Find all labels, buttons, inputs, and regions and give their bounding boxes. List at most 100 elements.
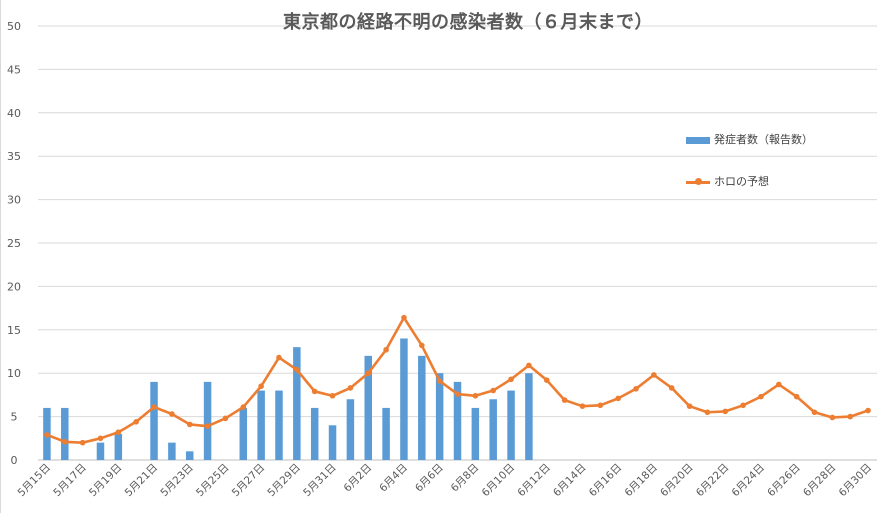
- line-series: [44, 314, 871, 446]
- y-tick-label: 15: [7, 324, 21, 337]
- line-point: [597, 402, 604, 409]
- bar: [471, 407, 480, 460]
- x-tick-label: 6月10日: [480, 462, 518, 500]
- bar: [61, 407, 69, 460]
- line-point: [169, 411, 175, 417]
- legend-bar-swatch: [686, 136, 710, 144]
- line-point: [651, 372, 657, 378]
- x-tick-label: 6月22日: [694, 462, 732, 500]
- chart-title: 東京都の経路不明の感染者数（６月末まで）: [283, 12, 653, 33]
- bar: [185, 451, 194, 460]
- bar: [364, 355, 372, 460]
- x-tick-label: 6月16日: [587, 462, 625, 500]
- bar: [418, 355, 426, 460]
- line-point: [740, 402, 746, 409]
- y-tick-label: 10: [7, 367, 21, 380]
- x-tick-label: 5月25日: [194, 462, 232, 500]
- line-point: [61, 438, 68, 445]
- x-tick-label: 6月12日: [515, 462, 553, 500]
- line-point: [722, 408, 729, 415]
- y-tick-label: 35: [7, 150, 21, 163]
- y-tick-label: 50: [7, 20, 21, 33]
- x-tick-label: 5月19日: [87, 462, 125, 500]
- line-point: [204, 423, 211, 429]
- legend-line-swatch: [686, 178, 710, 185]
- line-point: [347, 385, 354, 391]
- y-tick-label: 40: [7, 107, 21, 120]
- line-point: [151, 404, 157, 410]
- line-point: [97, 435, 104, 442]
- line-point: [508, 376, 514, 383]
- bar-series: [43, 338, 533, 460]
- legend-label-bars: 発症者数（報告数）: [714, 133, 813, 146]
- x-tick-label: 6月8日: [449, 462, 482, 495]
- bar: [346, 399, 355, 460]
- x-tick-label: 5月15日: [16, 462, 54, 500]
- line-point: [454, 391, 461, 397]
- line-point: [526, 362, 532, 369]
- line-point: [490, 387, 497, 394]
- bar: [257, 390, 265, 460]
- line-point: [383, 346, 389, 353]
- line-point: [668, 385, 675, 391]
- bar: [525, 373, 533, 460]
- bar: [400, 338, 408, 460]
- line-point: [222, 415, 229, 422]
- line-point: [865, 407, 871, 414]
- x-tick-label: 6月18日: [622, 462, 660, 500]
- x-axis: 5月15日5月17日5月19日5月21日5月23日5月25日5月27日5月29日…: [16, 462, 875, 500]
- bar: [239, 407, 248, 460]
- x-tick-label: 5月31日: [301, 462, 339, 500]
- x-tick-label: 6月26日: [765, 462, 803, 500]
- bar: [168, 442, 176, 460]
- line-point: [615, 395, 621, 402]
- line-point: [686, 403, 693, 409]
- y-axis: 0 5 10 15 20 25 30 35 40 45 50: [7, 20, 21, 467]
- line-point: [240, 404, 247, 410]
- line-point: [329, 392, 336, 399]
- line-point: [258, 383, 264, 390]
- line-point: [133, 419, 139, 425]
- legend-label-line: ホロの予想: [714, 175, 769, 188]
- bar: [382, 407, 390, 460]
- y-tick-label: 30: [7, 194, 21, 207]
- legend-item-bars: 発症者数（報告数）: [686, 131, 813, 147]
- bar: [293, 347, 301, 460]
- line-point: [276, 354, 282, 361]
- line-point: [186, 421, 193, 428]
- bar: [114, 433, 123, 460]
- line-point: [579, 403, 586, 409]
- line-point: [543, 377, 550, 383]
- line-point: [436, 378, 443, 384]
- x-tick-label: 5月17日: [51, 462, 89, 500]
- line-point: [365, 370, 372, 377]
- line-point: [633, 386, 639, 392]
- bar: [435, 373, 444, 460]
- line-point: [704, 409, 711, 416]
- line-point: [561, 397, 568, 403]
- line-point: [311, 388, 318, 395]
- x-tick-label: 6月20日: [658, 462, 696, 500]
- y-tick-label: 5: [11, 411, 18, 424]
- line-point: [418, 342, 425, 349]
- line-point: [401, 314, 407, 321]
- legend-item-line: ホロの予想: [686, 173, 769, 189]
- x-tick-label: 6月14日: [551, 462, 589, 500]
- line-point: [811, 409, 818, 416]
- bar: [507, 390, 515, 460]
- bar: [96, 442, 105, 460]
- y-tick-label: 0: [11, 454, 18, 467]
- line-point: [793, 393, 800, 400]
- line-point: [758, 393, 764, 400]
- bar: [310, 407, 319, 460]
- y-tick-label: 45: [7, 63, 21, 76]
- y-tick-label: 20: [7, 280, 21, 293]
- line-point: [79, 439, 86, 446]
- x-tick-label: 5月27日: [230, 462, 268, 500]
- line-point: [472, 392, 479, 399]
- chart-border-left: [0, 0, 1, 513]
- y-tick-label: 25: [7, 237, 21, 250]
- bar: [150, 381, 158, 460]
- x-tick-label: 6月4日: [377, 462, 410, 495]
